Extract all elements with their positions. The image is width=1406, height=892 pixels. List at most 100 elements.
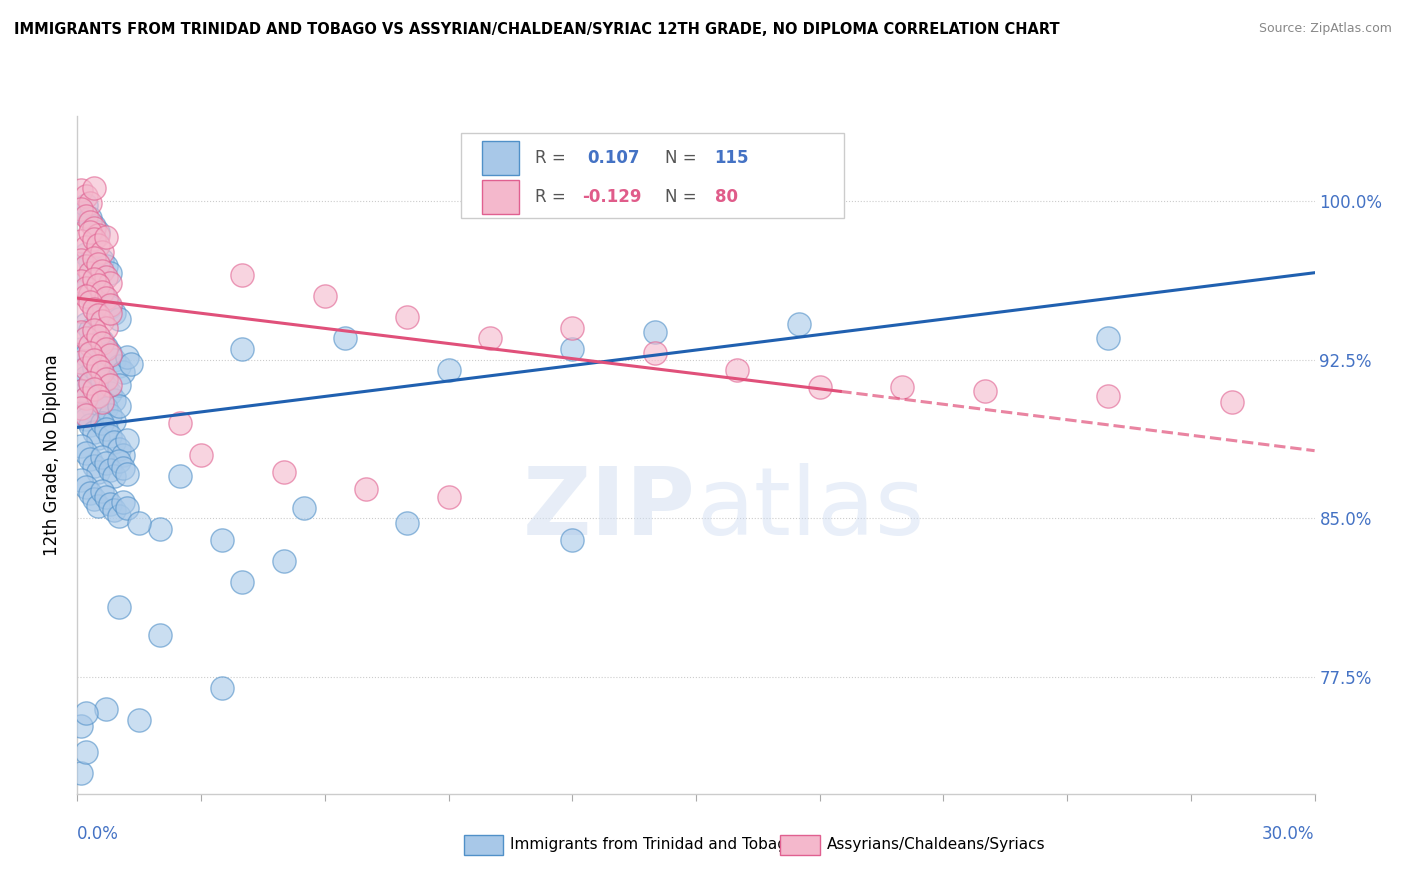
Point: [79, 289, 101, 303]
Point: [83, 403, 105, 417]
Text: 115: 115: [714, 149, 749, 167]
Point: [87, 301, 110, 316]
Point: [87, 368, 110, 382]
FancyBboxPatch shape: [482, 180, 519, 214]
Point: [70, 202, 93, 217]
Point: [91, 244, 114, 259]
Point: [561, 342, 583, 356]
Point: [111, 448, 134, 462]
Point: [107, 359, 129, 373]
Point: [149, 522, 172, 536]
Point: [75, 246, 97, 260]
Point: [87, 431, 110, 445]
Point: [96, 423, 118, 437]
Point: [231, 342, 253, 356]
Point: [478, 331, 501, 345]
Point: [79, 266, 101, 280]
Point: [83, 219, 105, 234]
Point: [231, 268, 253, 282]
Point: [70, 253, 93, 268]
Point: [335, 331, 357, 345]
Point: [891, 380, 914, 394]
Point: [83, 329, 105, 343]
Point: [107, 509, 129, 524]
Point: [91, 416, 114, 430]
Point: [79, 295, 101, 310]
Point: [396, 516, 419, 530]
Point: [79, 418, 101, 433]
Point: [79, 226, 101, 240]
Point: [75, 240, 97, 254]
Point: [103, 435, 125, 450]
Point: [75, 283, 97, 297]
Point: [75, 369, 97, 384]
Point: [96, 270, 118, 285]
Point: [87, 227, 110, 242]
Point: [79, 346, 101, 360]
Point: [107, 399, 129, 413]
Point: [83, 352, 105, 367]
Text: 30.0%: 30.0%: [1263, 825, 1315, 843]
Point: [644, 346, 666, 360]
Point: [83, 295, 105, 310]
Point: [98, 277, 121, 291]
Point: [103, 392, 125, 407]
Text: 0.0%: 0.0%: [77, 825, 120, 843]
Point: [107, 378, 129, 392]
Point: [96, 229, 118, 244]
Point: [75, 280, 97, 294]
Point: [103, 306, 125, 320]
Point: [87, 257, 110, 271]
Point: [91, 263, 114, 277]
Point: [96, 342, 118, 356]
Point: [83, 232, 105, 246]
Text: ZIP: ZIP: [523, 463, 696, 555]
Point: [96, 401, 118, 416]
Point: [107, 442, 129, 456]
Point: [98, 429, 121, 443]
Point: [91, 483, 114, 498]
Point: [96, 380, 118, 394]
Point: [87, 465, 110, 479]
Point: [83, 361, 105, 376]
Point: [70, 204, 93, 219]
Point: [91, 365, 114, 379]
Point: [79, 338, 101, 352]
Point: [1097, 389, 1119, 403]
Point: [1220, 395, 1243, 409]
Point: [75, 209, 97, 223]
Point: [231, 575, 253, 590]
Point: [115, 433, 138, 447]
Point: [103, 352, 125, 367]
Point: [98, 266, 121, 280]
Text: Source: ZipAtlas.com: Source: ZipAtlas.com: [1258, 22, 1392, 36]
Text: R =: R =: [536, 188, 571, 206]
Point: [437, 363, 460, 377]
Point: [211, 681, 233, 695]
Point: [87, 335, 110, 350]
Point: [91, 335, 114, 350]
Point: [98, 306, 121, 320]
Point: [70, 342, 93, 356]
Point: [79, 376, 101, 390]
Point: [70, 325, 93, 339]
Point: [292, 500, 315, 515]
Y-axis label: 12th Grade, No Diploma: 12th Grade, No Diploma: [44, 354, 62, 556]
Point: [787, 317, 810, 331]
Point: [75, 331, 97, 345]
Point: [128, 516, 150, 530]
Point: [111, 365, 134, 379]
Point: [87, 278, 110, 293]
Point: [87, 389, 110, 403]
Point: [91, 285, 114, 299]
Point: [75, 446, 97, 460]
Point: [91, 374, 114, 388]
Point: [75, 317, 97, 331]
Point: [75, 260, 97, 274]
Point: [83, 272, 105, 286]
Point: [314, 289, 336, 303]
Point: [211, 533, 233, 547]
Point: [70, 363, 93, 377]
Point: [91, 334, 114, 348]
Point: [115, 500, 138, 515]
